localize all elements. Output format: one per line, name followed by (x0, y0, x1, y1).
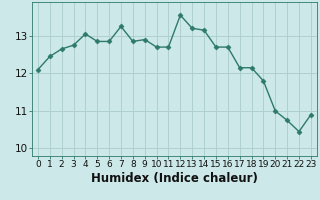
X-axis label: Humidex (Indice chaleur): Humidex (Indice chaleur) (91, 172, 258, 185)
